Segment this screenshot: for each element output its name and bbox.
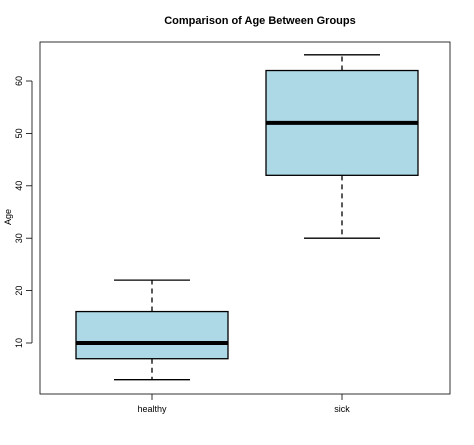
- plot-frame: [39, 41, 451, 395]
- y-axis-label: Age: [3, 209, 13, 225]
- chart-title: Comparison of Age Between Groups: [164, 15, 356, 27]
- y-tick-label: 50: [14, 128, 24, 138]
- box-sick: [265, 54, 419, 239]
- y-tick-label: 60: [14, 76, 24, 86]
- x-tick-label: sick: [334, 404, 350, 414]
- y-tick-label: 30: [14, 233, 24, 243]
- y-tick-label: 10: [14, 338, 24, 348]
- x-tick-label: healthy: [137, 404, 167, 414]
- box-iqr: [75, 310, 229, 360]
- y-tick-label: 40: [14, 181, 24, 191]
- y-tick-label: 20: [14, 286, 24, 296]
- box-healthy: [75, 279, 229, 381]
